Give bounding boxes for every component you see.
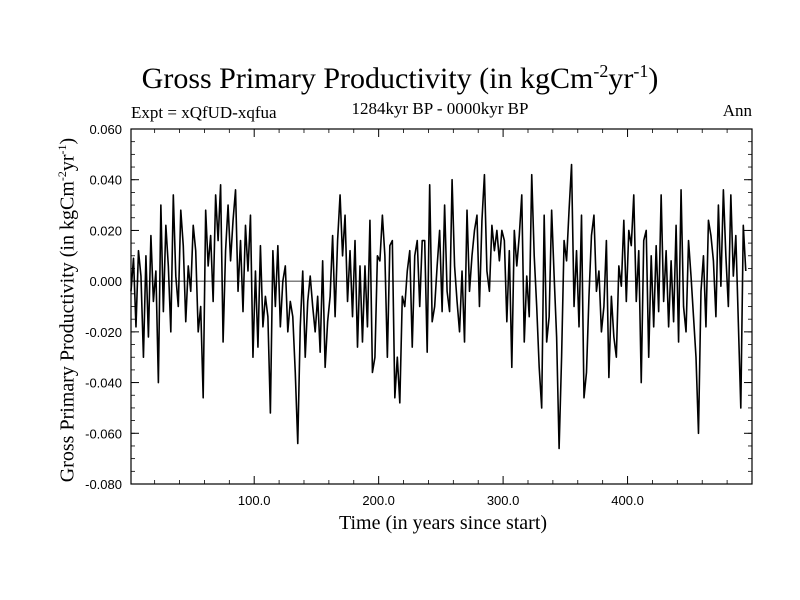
period-label: 1284kyr BP - 0000kyr BP: [351, 99, 529, 118]
season-label: Ann: [722, 101, 752, 120]
x-tick-label: 300.0: [487, 493, 520, 508]
y-tick-label: -0.040: [85, 376, 122, 391]
y-tick-label: -0.060: [85, 426, 122, 441]
experiment-label: Expt = xQfUD-xqfua: [131, 103, 277, 122]
y-tick-label: 0.000: [89, 274, 122, 289]
chart-title: Gross Primary Productivity (in kgCm-2yr-…: [141, 61, 659, 95]
y-tick-label: 0.060: [89, 122, 122, 137]
y-tick-label: -0.080: [85, 477, 122, 492]
y-tick-label: 0.040: [89, 173, 122, 188]
series-line-0: [130, 163, 747, 450]
y-tick-label: -0.020: [85, 325, 122, 340]
y-tick-label: 0.020: [89, 223, 122, 238]
x-tick-label: 400.0: [611, 493, 644, 508]
x-axis-label: Time (in years since start): [338, 512, 548, 534]
x-tick-label: 100.0: [238, 493, 271, 508]
x-tick-label: 200.0: [362, 493, 395, 508]
